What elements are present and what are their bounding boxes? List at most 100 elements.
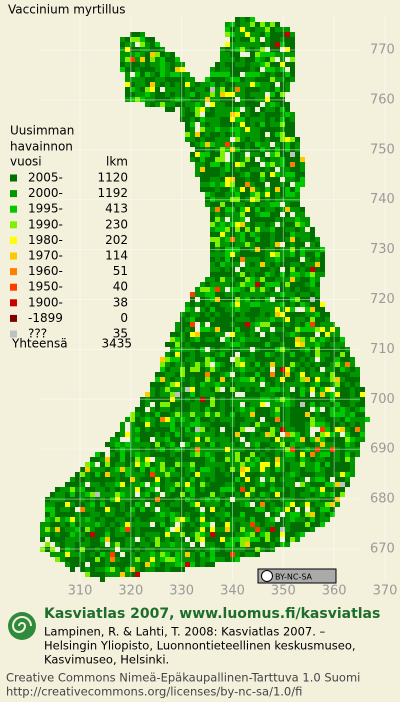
- map-cell: [240, 97, 245, 102]
- map-cell: [210, 297, 215, 302]
- map-cell: [260, 237, 265, 242]
- map-cell: [200, 392, 205, 397]
- map-cell: [170, 492, 175, 497]
- map-cell: [300, 452, 305, 457]
- map-cell: [295, 492, 300, 497]
- map-cell: [130, 552, 135, 557]
- map-cell: [200, 472, 205, 477]
- map-cell: [110, 547, 115, 552]
- map-cell: [180, 352, 185, 357]
- map-cell: [265, 332, 270, 337]
- map-cell: [310, 477, 315, 482]
- map-cell: [270, 392, 275, 397]
- map-cell: [295, 322, 300, 327]
- map-cell: [155, 77, 160, 82]
- map-cell: [250, 342, 255, 347]
- map-cell: [300, 292, 305, 297]
- map-cell: [140, 412, 145, 417]
- map-cell: [245, 552, 250, 557]
- map-cell: [170, 452, 175, 457]
- map-cell: [285, 27, 290, 32]
- map-cell: [310, 277, 315, 282]
- map-cell: [145, 492, 150, 497]
- map-cell: [255, 387, 260, 392]
- map-cell: [285, 112, 290, 117]
- map-cell: [215, 157, 220, 162]
- map-cell: [280, 162, 285, 167]
- map-cell: [285, 297, 290, 302]
- map-cell: [295, 537, 300, 542]
- map-cell: [75, 482, 80, 487]
- map-cell: [335, 332, 340, 337]
- map-cell: [280, 342, 285, 347]
- map-cell: [290, 462, 295, 467]
- map-cell: [165, 552, 170, 557]
- map-cell: [70, 512, 75, 517]
- map-cell: [175, 342, 180, 347]
- map-cell: [260, 487, 265, 492]
- map-cell: [270, 207, 275, 212]
- map-cell: [60, 522, 65, 527]
- map-cell: [350, 357, 355, 362]
- map-cell: [140, 492, 145, 497]
- map-cell: [160, 512, 165, 517]
- map-cell: [295, 182, 300, 187]
- map-cell: [275, 202, 280, 207]
- map-cell: [335, 412, 340, 417]
- map-cell: [270, 542, 275, 547]
- map-cell: [150, 57, 155, 62]
- map-cell: [250, 462, 255, 467]
- map-cell: [215, 247, 220, 252]
- map-cell: [210, 412, 215, 417]
- map-cell: [70, 537, 75, 542]
- map-cell: [295, 257, 300, 262]
- map-cell: [220, 312, 225, 317]
- map-cell: [300, 267, 305, 272]
- map-cell: [265, 502, 270, 507]
- map-cell: [225, 257, 230, 262]
- map-cell: [240, 332, 245, 337]
- map-cell: [215, 327, 220, 332]
- map-cell: [105, 512, 110, 517]
- map-cell: [220, 322, 225, 327]
- map-cell: [145, 472, 150, 477]
- map-cell: [265, 117, 270, 122]
- map-cell: [315, 512, 320, 517]
- map-cell: [255, 392, 260, 397]
- map-cell: [310, 347, 315, 352]
- map-cell: [300, 487, 305, 492]
- map-cell: [230, 122, 235, 127]
- map-cell: [220, 537, 225, 542]
- map-cell: [215, 217, 220, 222]
- map-cell: [170, 457, 175, 462]
- map-cell: [245, 332, 250, 337]
- map-cell: [305, 522, 310, 527]
- map-cell: [120, 477, 125, 482]
- map-cell: [260, 422, 265, 427]
- map-cell: [285, 417, 290, 422]
- map-cell: [325, 362, 330, 367]
- map-cell: [195, 462, 200, 467]
- map-cell: [195, 367, 200, 372]
- map-cell: [305, 482, 310, 487]
- map-cell: [230, 187, 235, 192]
- map-cell: [255, 552, 260, 557]
- map-cell: [340, 397, 345, 402]
- map-cell: [140, 92, 145, 97]
- map-cell: [220, 482, 225, 487]
- map-cell: [250, 97, 255, 102]
- map-cell: [130, 57, 135, 62]
- map-cell: [300, 407, 305, 412]
- map-cell: [245, 92, 250, 97]
- map-cell: [315, 522, 320, 527]
- map-cell: [160, 557, 165, 562]
- map-cell: [160, 367, 165, 372]
- map-cell: [140, 427, 145, 432]
- map-cell: [150, 67, 155, 72]
- map-cell: [255, 397, 260, 402]
- map-cell: [130, 527, 135, 532]
- map-cell: [135, 517, 140, 522]
- map-cell: [255, 372, 260, 377]
- map-cell: [250, 62, 255, 67]
- map-cell: [275, 307, 280, 312]
